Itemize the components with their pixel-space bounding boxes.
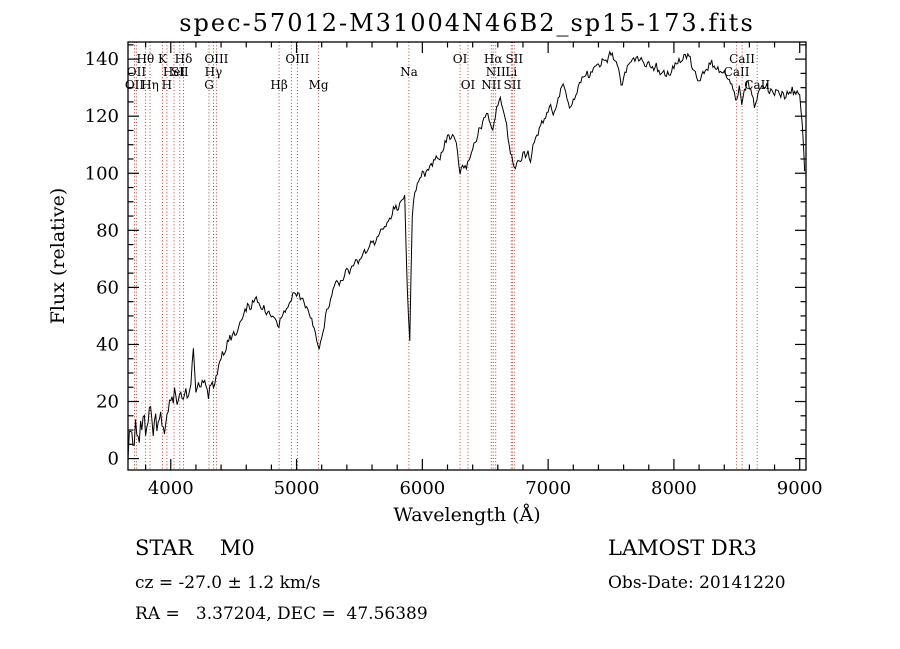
spectral-line-label: Na [400,65,418,79]
x-tick-label: 5000 [274,478,320,499]
spectral-line-label: Hβ [270,78,287,92]
ra-dec-text: RA = 3.37204, DEC = 47.56389 [135,604,428,624]
spectral-line-label: OIII [204,52,228,66]
x-tick-label: 4000 [148,478,194,499]
y-tick-label: 60 [96,277,119,298]
x-tick-label: 9000 [777,478,823,499]
y-tick-label: 140 [85,49,119,70]
spectrum-line [128,50,806,460]
spectral-line-label: HeI [163,65,186,79]
spectral-line-label: NII [486,65,506,79]
survey-text: LAMOST DR3 [608,536,757,560]
x-axis-label: Wavelength (Å) [393,504,540,526]
spectral-line-label: OI [461,78,476,92]
spectral-line-label: Hδ [175,52,193,66]
spectral-line-label: SII [504,78,522,92]
spectral-line-label: SII [505,52,523,66]
spectrum-chart: spec-57012-M31004N46B2_sp15-173.fits 400… [47,9,823,526]
obs-date-text: Obs-Date: 20141220 [608,573,786,593]
spectral-line-label: OI [453,52,468,66]
spectral-line-label: OIII [285,52,309,66]
y-tick-label: 20 [96,392,119,413]
cz-text: cz = -27.0 ± 1.2 km/s [135,573,321,593]
spectral-line-label: Mg [309,78,329,92]
spectral-line-label: CaII [724,65,750,79]
plot-title: spec-57012-M31004N46B2_sp15-173.fits [179,9,755,37]
spectral-line-label: OII [125,78,145,92]
spectral-line-label: H [162,78,172,92]
plot-layers: 4000 5000 6000 7000 8000 9000 0 20 40 60 80 100 120 1… [85,41,823,499]
y-tick-label: 40 [96,334,119,355]
spectral-line-label: Hα [484,52,503,66]
classification-text: STAR M0 [135,536,255,560]
spectral-line-label: Hη [141,78,159,92]
x-tick-label: 6000 [399,478,445,499]
plot-frame [127,41,807,471]
spectral-line-label: CaII [729,52,755,66]
spectral-line-label: NII [481,78,501,92]
y-tick-label: 0 [108,449,119,470]
spectral-line-label: SII [171,65,189,79]
y-tick-label: 100 [85,163,119,184]
spectral-line-label: Li [505,65,517,79]
y-tick-label: 80 [96,220,119,241]
spectral-line-label: CaII [744,78,770,92]
spectral-line-label: Hθ [137,52,155,66]
x-tick-label: 7000 [525,478,571,499]
y-tick-label: 120 [85,106,119,127]
spectral-line-label: K [158,52,168,66]
spectral-line-label: Hγ [205,65,223,79]
y-axis-label: Flux (relative) [47,188,69,325]
x-tick-label: 8000 [651,478,697,499]
spectral-line-label: OII [127,65,147,79]
spectral-line-label: G [204,78,214,92]
